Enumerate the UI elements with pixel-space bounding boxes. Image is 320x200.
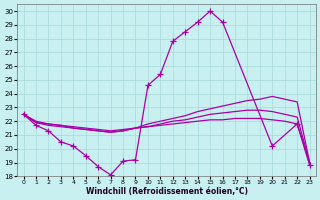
X-axis label: Windchill (Refroidissement éolien,°C): Windchill (Refroidissement éolien,°C) <box>85 187 248 196</box>
